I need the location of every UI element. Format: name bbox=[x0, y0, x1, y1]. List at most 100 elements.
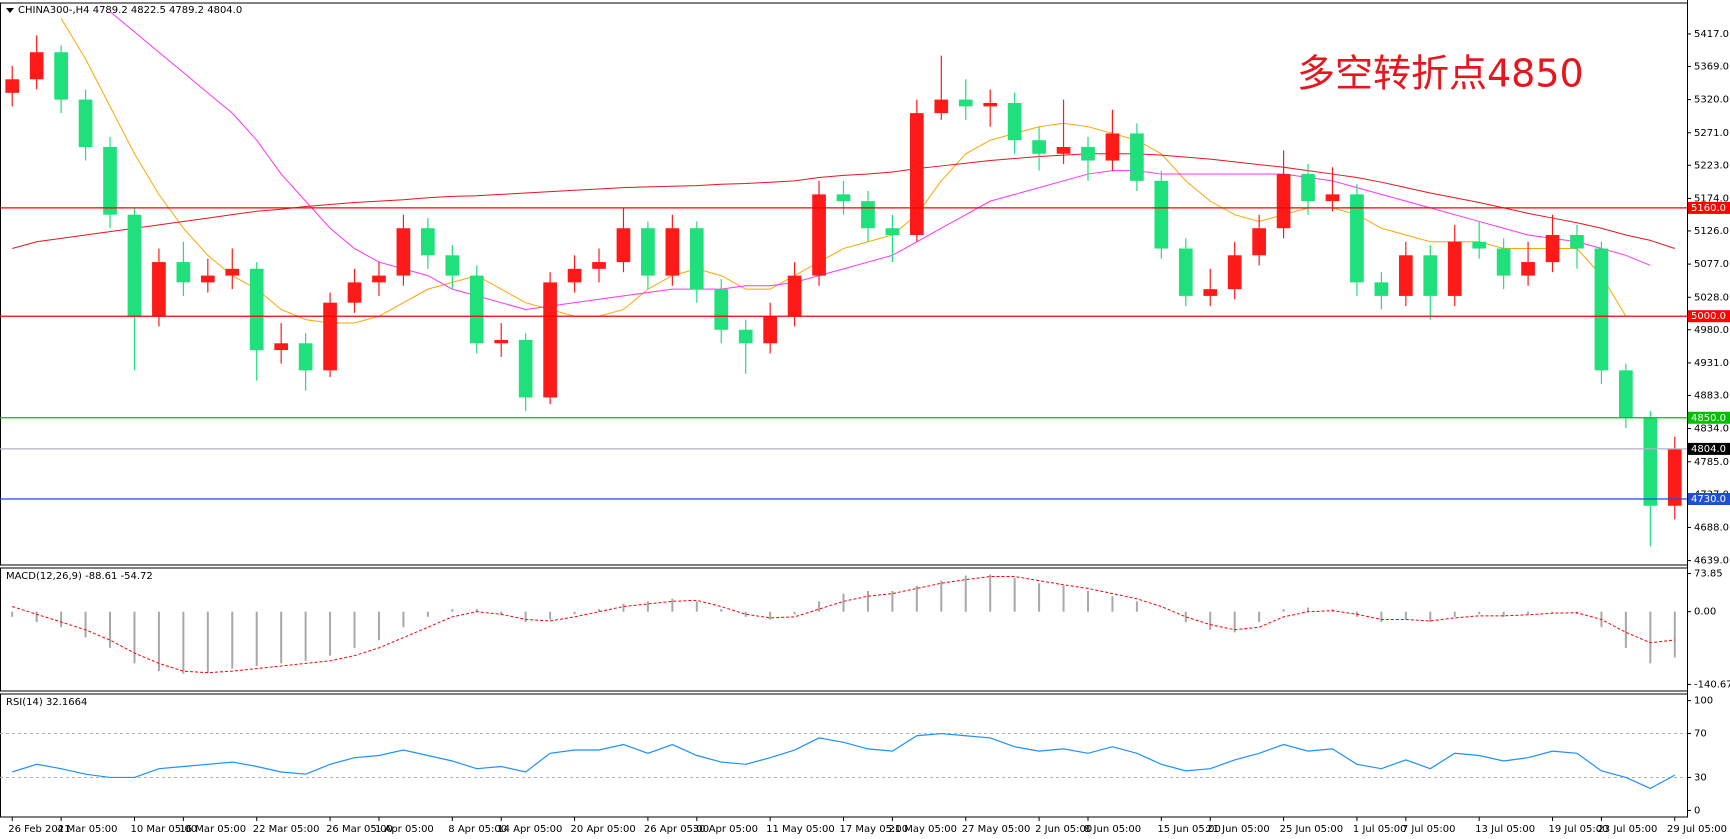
indicator-line bbox=[12, 576, 1675, 674]
candle-body bbox=[1105, 133, 1120, 161]
y-tick-label: 5417.0 bbox=[1694, 29, 1729, 40]
candle-body bbox=[1570, 234, 1584, 249]
candle-body bbox=[1276, 174, 1291, 229]
level-tag bbox=[1688, 442, 1730, 455]
candle-body bbox=[176, 262, 191, 283]
x-tick-label: 21 May 05:00 bbox=[888, 824, 957, 835]
candle-body bbox=[1643, 417, 1658, 506]
candle-body bbox=[1252, 228, 1266, 256]
candle-body bbox=[1472, 241, 1487, 249]
level-label: 5000.0 bbox=[1691, 311, 1726, 322]
x-tick-label: 20 Apr 05:00 bbox=[571, 824, 636, 835]
candle-body bbox=[543, 282, 557, 398]
candle-body bbox=[1007, 102, 1022, 141]
menu-triangle[interactable] bbox=[6, 8, 14, 13]
candle-body bbox=[1032, 140, 1046, 154]
y-tick-label: 4834.0 bbox=[1694, 424, 1729, 435]
rsi-header: RSI(14) 32.1664 bbox=[6, 697, 87, 708]
candle-body bbox=[1423, 255, 1438, 296]
candle-body bbox=[934, 99, 949, 114]
candle-body bbox=[152, 262, 166, 317]
candle-body bbox=[1203, 289, 1218, 296]
x-tick-label: 26 Mar 05:00 bbox=[326, 824, 393, 835]
x-tick-label: 23 Jul 05:00 bbox=[1597, 824, 1657, 835]
x-tick-label: 29 Jul 05:00 bbox=[1667, 824, 1727, 835]
level-label: 4730.0 bbox=[1691, 494, 1726, 505]
y-tick-label: 73.85 bbox=[1694, 569, 1723, 580]
candle-body bbox=[1496, 248, 1511, 276]
candle-body bbox=[689, 228, 704, 290]
y-tick-label: 5028.0 bbox=[1694, 292, 1729, 303]
candle-body bbox=[1350, 194, 1364, 283]
candle-body bbox=[567, 268, 582, 283]
candle-body bbox=[1374, 282, 1389, 296]
indicator-line bbox=[12, 732, 1676, 790]
level-tag bbox=[1688, 411, 1730, 424]
x-tick-label: 8 Apr 05:00 bbox=[448, 824, 507, 835]
level-label: 5160.0 bbox=[1691, 203, 1726, 214]
candle-body bbox=[1447, 241, 1462, 296]
candle-body bbox=[861, 201, 875, 229]
candle-body bbox=[665, 228, 680, 276]
candle-body bbox=[494, 339, 509, 344]
x-tick-label: 13 Jul 05:00 bbox=[1475, 824, 1535, 835]
candle-body bbox=[396, 228, 411, 276]
candle-body bbox=[958, 99, 973, 107]
candle-body bbox=[1227, 255, 1242, 290]
y-tick-label: 4980.0 bbox=[1694, 325, 1729, 336]
x-tick-label: 26 Feb 2021 bbox=[8, 824, 70, 835]
x-tick-label: 14 Apr 05:00 bbox=[497, 824, 562, 835]
candle-body bbox=[738, 329, 753, 344]
y-tick-label: 4883.0 bbox=[1694, 390, 1729, 401]
candle-body bbox=[421, 228, 435, 256]
candle-body bbox=[298, 343, 313, 371]
candle-body bbox=[347, 282, 362, 303]
x-tick-label: 16 Mar 05:00 bbox=[179, 824, 246, 835]
x-tick-label: 8 Jun 05:00 bbox=[1084, 824, 1141, 835]
candle-body bbox=[1301, 174, 1315, 202]
x-tick-label: 19 Jul 05:00 bbox=[1549, 824, 1609, 835]
x-tick-label: 2 Jun 05:00 bbox=[1035, 824, 1092, 835]
candle-body bbox=[518, 339, 533, 398]
x-tick-label: 4 Mar 05:00 bbox=[57, 824, 117, 835]
candle-body bbox=[5, 79, 20, 93]
candle-body bbox=[249, 268, 264, 351]
candle-body bbox=[1130, 133, 1144, 181]
candle-body bbox=[641, 228, 655, 276]
candle-body bbox=[1154, 180, 1169, 249]
y-tick-label: 4785.0 bbox=[1694, 457, 1729, 468]
chart-header: CHINA300-,H4 4789.2 4822.5 4789.2 4804.0 bbox=[18, 5, 242, 16]
y-tick-label: 5369.0 bbox=[1694, 61, 1729, 72]
x-tick-label: 25 Jun 05:00 bbox=[1280, 824, 1344, 835]
x-tick-label: 7 Jul 05:00 bbox=[1402, 824, 1456, 835]
indicator-line bbox=[60, 18, 1627, 324]
candle-body bbox=[616, 228, 631, 263]
candle-body bbox=[372, 275, 386, 283]
indicator-line bbox=[109, 11, 1651, 310]
level-tag bbox=[1688, 492, 1730, 505]
y-tick-label: 100 bbox=[1694, 696, 1713, 707]
level-tag bbox=[1688, 201, 1730, 214]
candle-body bbox=[78, 99, 93, 147]
x-tick-label: 10 Mar 05:00 bbox=[130, 824, 197, 835]
y-tick-label: 30 bbox=[1694, 772, 1707, 783]
y-tick-label: 4931.0 bbox=[1694, 358, 1729, 369]
candle-body bbox=[787, 275, 802, 317]
annotation: 多空转折点4850 bbox=[1297, 52, 1584, 96]
x-tick-label: 22 Mar 05:00 bbox=[253, 824, 320, 835]
candle-body bbox=[274, 343, 289, 351]
candle-body bbox=[1056, 146, 1071, 154]
candle-body bbox=[1398, 255, 1413, 296]
y-tick-label: 70 bbox=[1694, 729, 1707, 740]
candle-body bbox=[445, 255, 460, 276]
x-tick-label: 1 Apr 05:00 bbox=[375, 824, 434, 835]
candle-body bbox=[1545, 234, 1560, 263]
macd-header: MACD(12,26,9) -88.61 -54.72 bbox=[6, 571, 153, 582]
candle-body bbox=[225, 268, 240, 276]
candle-body bbox=[127, 214, 142, 317]
candle-body bbox=[812, 194, 826, 276]
y-tick-label: 4639.0 bbox=[1694, 556, 1729, 567]
y-tick-label: 5077.0 bbox=[1694, 259, 1729, 270]
x-tick-label: 17 May 05:00 bbox=[840, 824, 909, 835]
